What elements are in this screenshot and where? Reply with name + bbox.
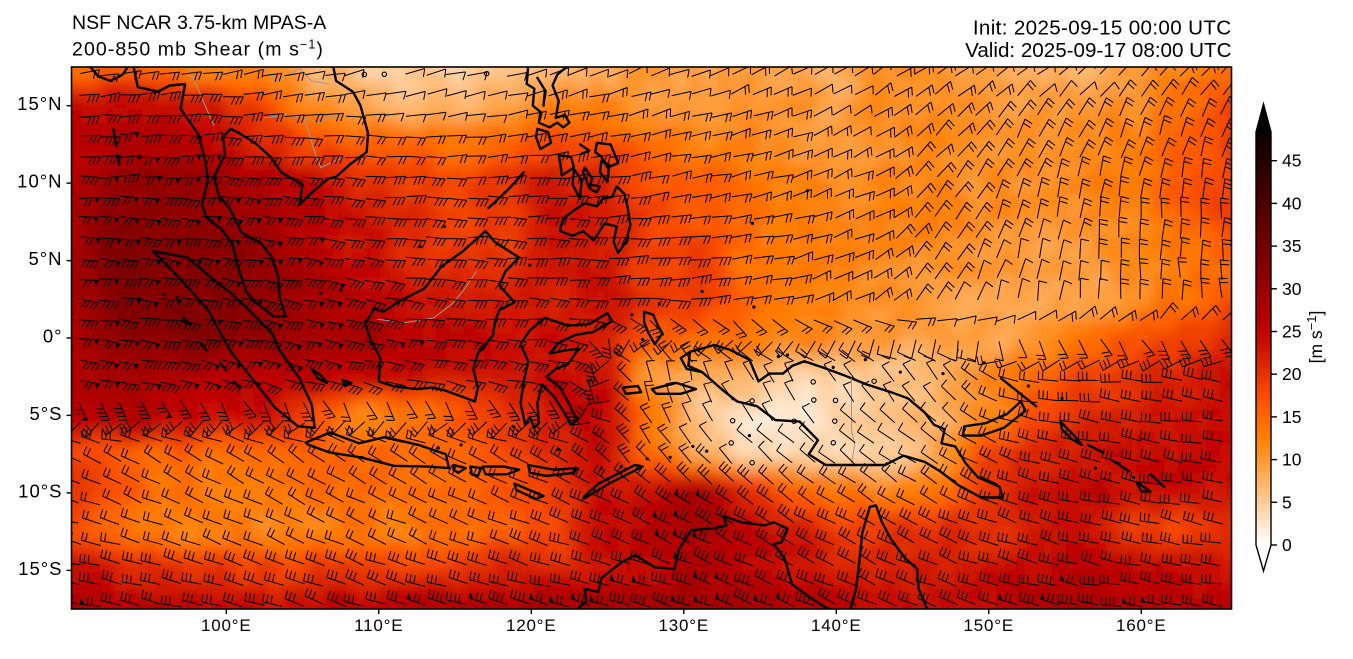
svg-text:120°E: 120°E	[506, 616, 557, 635]
svg-text:150°E: 150°E	[964, 616, 1015, 635]
svg-text:100°E: 100°E	[201, 616, 252, 635]
svg-text:130°E: 130°E	[659, 616, 710, 635]
svg-text:110°E: 110°E	[354, 616, 403, 635]
svg-text:10°N: 10°N	[17, 171, 62, 192]
svg-text:15°N: 15°N	[17, 93, 62, 114]
svg-text:15°S: 15°S	[18, 558, 62, 579]
svg-text:5°N: 5°N	[28, 248, 62, 269]
svg-text:45: 45	[1282, 151, 1301, 171]
svg-text:Valid: 2025-09-17 08:00 UTC: Valid: 2025-09-17 08:00 UTC	[965, 39, 1231, 62]
svg-text:5: 5	[1282, 492, 1292, 512]
svg-text:160°E: 160°E	[1116, 616, 1167, 635]
svg-text:25: 25	[1282, 322, 1301, 342]
svg-text:0°: 0°	[43, 326, 63, 347]
svg-text:40: 40	[1282, 193, 1302, 213]
svg-text:0: 0	[1282, 535, 1292, 555]
svg-text:200-850 mb Shear (m s−1): 200-850 mb Shear (m s−1)	[72, 38, 324, 61]
svg-text:20: 20	[1282, 364, 1302, 384]
svg-text:10: 10	[1282, 450, 1302, 470]
svg-text:15: 15	[1282, 407, 1301, 427]
svg-text:10°S: 10°S	[18, 480, 62, 501]
svg-text:140°E: 140°E	[811, 616, 862, 635]
svg-text:NSF NCAR 3.75-km MPAS-A: NSF NCAR 3.75-km MPAS-A	[72, 12, 326, 34]
svg-text:Init: 2025-09-15 00:00 UTC: Init: 2025-09-15 00:00 UTC	[973, 17, 1232, 40]
svg-text:35: 35	[1282, 236, 1301, 256]
svg-text:5°S: 5°S	[29, 403, 62, 424]
svg-text:30: 30	[1282, 279, 1302, 299]
